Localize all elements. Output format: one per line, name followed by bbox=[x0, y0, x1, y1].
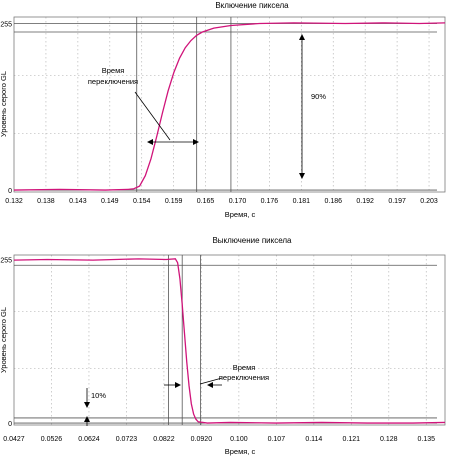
chart1-xtick-label: 0.149 bbox=[101, 198, 119, 205]
chart2-ytick-label: 255 bbox=[0, 257, 12, 264]
chart2-reference-lines bbox=[14, 255, 437, 425]
chart2-xtick-label: 0.107 bbox=[268, 436, 286, 443]
chart1-90pct-label: 90% bbox=[311, 92, 326, 101]
chart1-xlabel: Время, с bbox=[225, 210, 256, 219]
chart1-xtick-label: 0.138 bbox=[37, 198, 55, 205]
chart1-reference-lines bbox=[14, 17, 437, 192]
chart2-xtick-label: 0.0624 bbox=[78, 436, 100, 443]
chart2-xtick-label: 0.121 bbox=[343, 436, 361, 443]
chart2-xlabel: Время, с bbox=[225, 447, 256, 456]
chart1-ylabel: Уровень серого GL bbox=[0, 71, 8, 137]
chart2-xtick-label: 0.0427 bbox=[3, 436, 25, 443]
chart2-xtick-label: 0.0920 bbox=[191, 436, 213, 443]
chart2-xtick-label: 0.100 bbox=[230, 436, 248, 443]
chart1-annotation-line2: переключения bbox=[88, 77, 138, 86]
chart1-xtick-label: 0.197 bbox=[388, 198, 406, 205]
chart2-xtick-label: 0.114 bbox=[305, 436, 322, 443]
chart1-xtick-label: 0.186 bbox=[324, 198, 342, 205]
chart1-xtick-label: 0.192 bbox=[356, 198, 374, 205]
chart2-title: Выключение пиксела bbox=[212, 236, 292, 245]
chart1-xtick-label: 0.181 bbox=[293, 198, 311, 205]
chart1-x-tick-labels: 0.132 0.138 0.143 0.149 0.154 0.159 0.165 0.170… bbox=[5, 198, 438, 205]
chart1-title: Включение пиксела bbox=[215, 1, 289, 10]
chart2-x-tick-labels: 0.0427 0.0526 0.0624 0.0723 0.0822 0.0920 0.10… bbox=[3, 436, 435, 443]
chart2-xtick-label: 0.0822 bbox=[153, 436, 175, 443]
chart1-annotation-line1: Время bbox=[102, 66, 125, 75]
chart1-ytick-label: 255 bbox=[0, 22, 12, 29]
chart1-xtick-label: 0.203 bbox=[420, 198, 438, 205]
chart1-xtick-label: 0.170 bbox=[229, 198, 247, 205]
chart1-xtick-label: 0.176 bbox=[261, 198, 279, 205]
chart2-series-line bbox=[13, 258, 446, 424]
chart2-annotation-line1: Время bbox=[233, 363, 256, 372]
chart1-grid bbox=[14, 17, 445, 192]
chart2-xtick-label: 0.0526 bbox=[41, 436, 63, 443]
chart2-xtick-label: 0.135 bbox=[417, 436, 435, 443]
chart1-series-line bbox=[13, 22, 446, 191]
chart1-xtick-label: 0.165 bbox=[197, 198, 215, 205]
chart2-xtick-label: 0.0723 bbox=[116, 436, 138, 443]
chart2-y-tick-labels: 0 255 bbox=[0, 257, 12, 428]
chart1-frame bbox=[13, 16, 446, 193]
chart2-frame bbox=[13, 254, 446, 426]
chart2-ytick-label: 0 bbox=[8, 421, 12, 428]
chart2-ylabel: Уровень серого GL bbox=[0, 307, 8, 373]
chart1-xtick-label: 0.143 bbox=[69, 198, 87, 205]
chart1-xtick-label: 0.159 bbox=[165, 198, 183, 205]
chart2-xtick-label: 0.128 bbox=[380, 436, 398, 443]
chart1-xtick-label: 0.154 bbox=[133, 198, 151, 205]
chart1-xtick-label: 0.132 bbox=[5, 198, 23, 205]
chart2-10pct-label: 10% bbox=[91, 391, 106, 400]
chart1-ytick-label: 0 bbox=[8, 188, 12, 195]
chart1-annotation-pointer bbox=[134, 91, 171, 141]
chart-pixel-off: Выключение пиксела 0 255 0.0427 0.0526 0.06… bbox=[0, 236, 446, 456]
chart2-annotation-line2: переключения bbox=[219, 373, 269, 382]
chart2-grid bbox=[14, 255, 445, 425]
chart1-y-tick-labels: 0 255 bbox=[0, 22, 12, 196]
chart2-annotation-pointer bbox=[199, 377, 223, 385]
